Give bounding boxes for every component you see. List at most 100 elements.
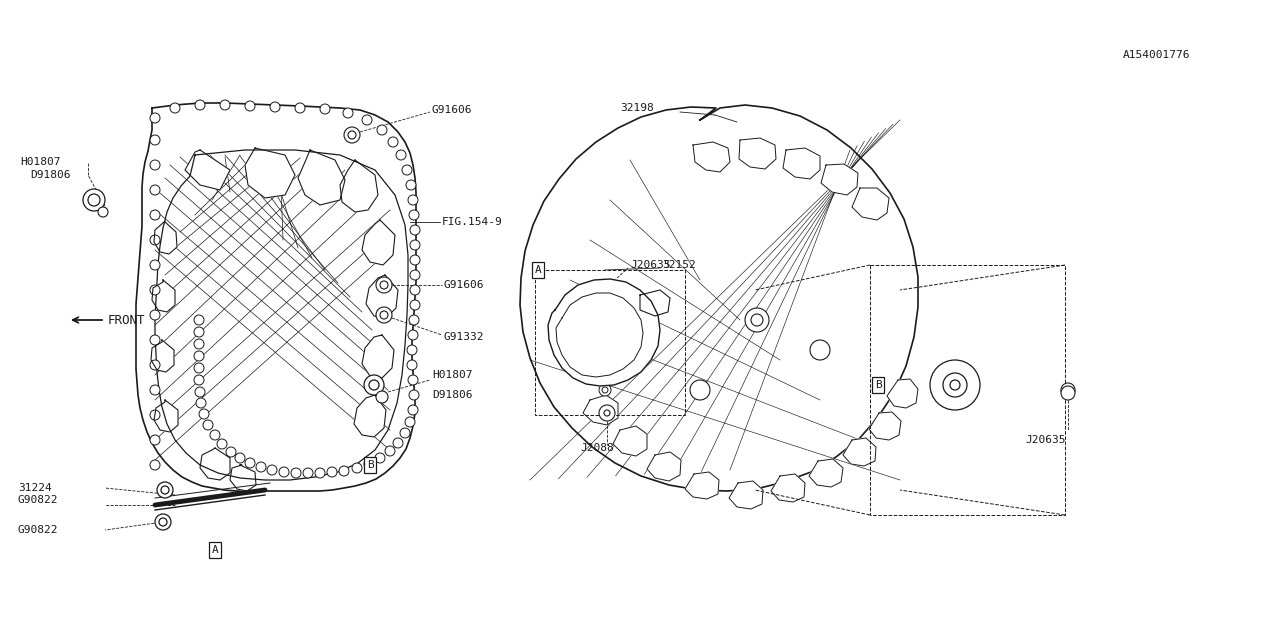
Circle shape (406, 180, 416, 190)
Polygon shape (152, 280, 175, 312)
Circle shape (150, 410, 160, 420)
Circle shape (588, 287, 604, 303)
Circle shape (195, 100, 205, 110)
Polygon shape (783, 148, 820, 179)
Circle shape (369, 380, 379, 390)
Circle shape (236, 453, 244, 463)
Circle shape (751, 314, 763, 326)
Circle shape (270, 102, 280, 112)
Circle shape (195, 327, 204, 337)
Circle shape (344, 127, 360, 143)
Circle shape (244, 458, 255, 468)
Text: FIG.154-9: FIG.154-9 (442, 217, 503, 227)
Circle shape (410, 210, 419, 220)
Polygon shape (739, 138, 776, 169)
Circle shape (385, 446, 396, 456)
Circle shape (407, 345, 417, 355)
Circle shape (375, 453, 385, 463)
Circle shape (99, 207, 108, 217)
Circle shape (150, 310, 160, 320)
Circle shape (195, 339, 204, 349)
Polygon shape (340, 160, 378, 212)
Circle shape (204, 420, 212, 430)
Circle shape (364, 459, 374, 469)
Text: D91806: D91806 (433, 390, 472, 400)
Polygon shape (366, 275, 398, 318)
Circle shape (352, 463, 362, 473)
Circle shape (402, 165, 412, 175)
Circle shape (150, 210, 160, 220)
Circle shape (410, 300, 420, 310)
Polygon shape (230, 465, 256, 491)
Circle shape (408, 375, 419, 385)
Circle shape (407, 360, 417, 370)
Circle shape (150, 435, 160, 445)
Circle shape (599, 405, 614, 421)
Circle shape (159, 518, 166, 526)
Circle shape (410, 390, 419, 400)
Circle shape (161, 486, 169, 494)
Circle shape (348, 131, 356, 139)
Text: B: B (874, 380, 882, 390)
Circle shape (1061, 383, 1075, 397)
Polygon shape (244, 148, 294, 198)
Circle shape (1061, 386, 1075, 400)
Circle shape (279, 467, 289, 477)
Polygon shape (362, 220, 396, 265)
Circle shape (343, 108, 353, 118)
Circle shape (195, 315, 204, 325)
Polygon shape (548, 279, 660, 386)
Circle shape (388, 137, 398, 147)
Text: H01807: H01807 (433, 370, 472, 380)
Circle shape (150, 160, 160, 170)
Polygon shape (186, 150, 230, 190)
Circle shape (150, 113, 160, 123)
Circle shape (591, 291, 600, 299)
Polygon shape (298, 150, 346, 205)
Circle shape (410, 315, 419, 325)
Polygon shape (520, 105, 918, 491)
Polygon shape (613, 426, 646, 456)
Text: G91606: G91606 (444, 280, 485, 290)
Circle shape (195, 387, 205, 397)
Circle shape (83, 189, 105, 211)
Polygon shape (362, 335, 394, 378)
Circle shape (198, 409, 209, 419)
Polygon shape (771, 474, 805, 502)
Circle shape (294, 103, 305, 113)
Polygon shape (844, 438, 876, 466)
Circle shape (410, 225, 420, 235)
Polygon shape (887, 379, 918, 408)
Text: G90822: G90822 (18, 525, 59, 535)
Circle shape (931, 360, 980, 410)
Text: 31224: 31224 (18, 483, 51, 493)
Polygon shape (136, 103, 416, 491)
Circle shape (150, 385, 160, 395)
Text: 32198: 32198 (620, 103, 654, 113)
Circle shape (602, 387, 608, 393)
Circle shape (326, 467, 337, 477)
Circle shape (410, 255, 420, 265)
Text: H01807: H01807 (20, 157, 60, 167)
Circle shape (195, 375, 204, 385)
Circle shape (157, 482, 173, 498)
Text: G91332: G91332 (444, 332, 485, 342)
Polygon shape (582, 395, 618, 425)
Circle shape (599, 384, 611, 396)
Circle shape (399, 428, 410, 438)
Circle shape (339, 466, 349, 476)
Polygon shape (154, 400, 178, 432)
Circle shape (408, 405, 419, 415)
Circle shape (380, 311, 388, 319)
Text: D91806: D91806 (29, 170, 70, 180)
Circle shape (291, 468, 301, 478)
Polygon shape (151, 340, 174, 372)
Circle shape (690, 380, 710, 400)
Circle shape (364, 375, 384, 395)
Circle shape (393, 438, 403, 448)
Polygon shape (640, 290, 669, 316)
Circle shape (303, 468, 314, 478)
Bar (535, 270, 685, 415)
Circle shape (196, 398, 206, 408)
Circle shape (594, 288, 608, 302)
